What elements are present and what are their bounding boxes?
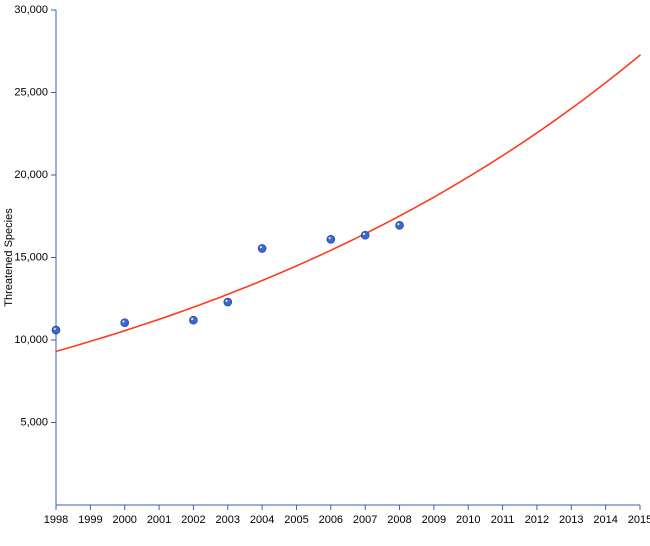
- data-point: [189, 316, 197, 324]
- y-tick-label: 20,000: [14, 169, 48, 181]
- x-tick-label: 2015: [628, 514, 650, 526]
- x-tick-label: 2002: [181, 514, 205, 526]
- data-point: [224, 298, 232, 306]
- threatened-species-chart: 5,000 10,000 15,000 20,000 25,000 30,000 1998 1…: [0, 0, 650, 546]
- data-point: [327, 235, 335, 243]
- x-tick-label: 2009: [422, 514, 446, 526]
- x-tick-label: 2013: [559, 514, 583, 526]
- chart-background: [0, 0, 650, 546]
- x-tick-label: 2014: [593, 514, 617, 526]
- x-tick-label: 2010: [456, 514, 480, 526]
- y-tick-label: 10,000: [14, 334, 48, 346]
- data-point: [396, 221, 404, 229]
- x-tick-label: 2006: [319, 514, 343, 526]
- chart-container: 5,000 10,000 15,000 20,000 25,000 30,000 1998 1…: [0, 0, 650, 546]
- x-tick-label: 1999: [78, 514, 102, 526]
- y-tick-label: 30,000: [14, 4, 48, 16]
- data-point: [258, 244, 266, 252]
- x-tick-label: 1998: [44, 514, 68, 526]
- x-tick-label: 2004: [250, 514, 274, 526]
- y-tick-label: 15,000: [14, 251, 48, 263]
- x-tick-label: 2011: [491, 514, 515, 526]
- x-tick-label: 2012: [525, 514, 549, 526]
- data-point: [121, 319, 129, 327]
- data-point: [361, 231, 369, 239]
- y-tick-label: 5,000: [20, 416, 48, 428]
- x-tick-label: 2001: [147, 514, 171, 526]
- x-tick-label: 2008: [387, 514, 411, 526]
- y-axis-title: Threatened Species: [3, 208, 15, 307]
- x-tick-label: 2003: [216, 514, 240, 526]
- y-tick-label: 25,000: [14, 86, 48, 98]
- x-tick-label: 2007: [353, 514, 377, 526]
- x-tick-label: 2005: [284, 514, 308, 526]
- data-point: [52, 326, 60, 334]
- x-tick-label: 2000: [112, 514, 136, 526]
